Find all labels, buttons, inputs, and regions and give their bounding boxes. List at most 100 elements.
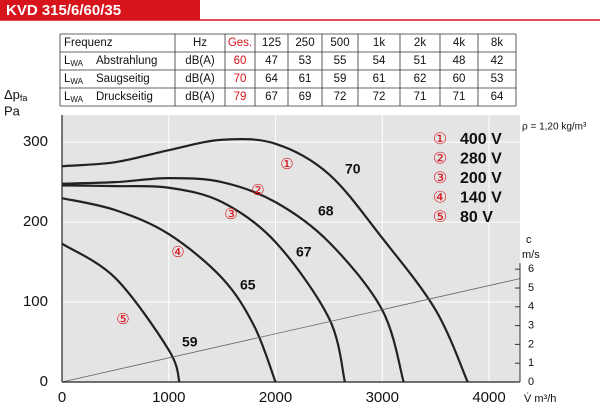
column-header: 250	[295, 37, 314, 49]
annotation: ρ = 1,20 kg/m³	[522, 122, 587, 133]
cell-value: 54	[373, 55, 386, 67]
curve-symbol: ④	[171, 244, 184, 261]
y-tick-label: 100	[23, 293, 48, 310]
cell-value: 64	[491, 91, 504, 103]
x-tick-label: 3000	[366, 389, 399, 406]
cell-value: 72	[334, 91, 347, 103]
plot-area	[62, 115, 520, 382]
cell-value: 60	[234, 55, 247, 67]
text-part: fa	[20, 93, 28, 103]
cell-value: 53	[299, 55, 312, 67]
y2-axis-unit: m/s	[522, 249, 540, 261]
text-part: Δp	[4, 87, 20, 102]
column-header: 4k	[453, 37, 465, 49]
y2-tick-label: 0	[528, 376, 534, 388]
y2-tick-label: 5	[528, 282, 534, 294]
y-tick-label: 300	[23, 133, 48, 150]
velocity-line	[61, 278, 521, 383]
y-axis-unit: Pa	[4, 103, 21, 118]
cell-value: 71	[414, 91, 427, 103]
y2-tick-label: 2	[528, 338, 534, 350]
cell-value: 47	[265, 55, 278, 67]
column-header: 125	[262, 37, 281, 49]
cell-value: 42	[491, 55, 504, 67]
fan-curve	[61, 177, 405, 383]
x-tick-label: 1000	[152, 389, 185, 406]
y2-tick-label: 1	[528, 357, 534, 369]
legend-symbol: ②	[433, 151, 447, 168]
cell-value: 60	[453, 73, 466, 85]
fan-curve	[61, 137, 469, 383]
cell-value: 79	[234, 91, 247, 103]
legend-symbol: ⑤	[433, 209, 447, 226]
y-tick-label: 200	[23, 213, 48, 230]
cell-value: 61	[373, 73, 386, 85]
column-header: 8k	[491, 37, 503, 49]
curve-symbol: ⑤	[116, 311, 129, 328]
column-header: Frequenz	[64, 37, 113, 49]
cell-value: 71	[453, 91, 466, 103]
row-unit: dB(A)	[185, 55, 215, 67]
y-tick-label: 0	[40, 373, 48, 390]
cell-value: 67	[265, 91, 278, 103]
x-axis-label: V̇ m³/h	[524, 392, 556, 405]
row-name: Druckseitig	[96, 91, 153, 103]
title-bar	[0, 0, 200, 20]
row-name: Saugseitig	[96, 73, 150, 85]
cell-value: 69	[299, 91, 312, 103]
curve-label: 70	[345, 161, 361, 177]
y-axis-label: Δpfa	[4, 87, 27, 103]
row-unit: dB(A)	[185, 91, 215, 103]
row-name: Abstrahlung	[96, 55, 157, 67]
fan-curve	[61, 242, 181, 383]
text-part: L	[64, 91, 71, 103]
x-tick-label: 0	[58, 389, 66, 406]
curve-label: 67	[296, 244, 312, 260]
cell-value: 51	[414, 55, 427, 67]
legend-symbol: ③	[433, 170, 447, 187]
curve-symbol: ②	[251, 182, 264, 199]
text-part: WA	[70, 59, 83, 68]
y2-tick-label: 4	[528, 301, 534, 313]
y2-axis-label: c	[526, 234, 532, 246]
row-quantity: LWA	[64, 55, 84, 68]
cell-value: 53	[491, 73, 504, 85]
curve-label: 65	[240, 277, 256, 293]
x-tick-label: 4000	[472, 389, 505, 406]
column-header: Ges.	[228, 37, 252, 49]
cell-value: 72	[373, 91, 386, 103]
cell-value: 70	[234, 73, 247, 85]
curve-symbol: ①	[280, 156, 293, 173]
text-part: L	[64, 55, 71, 67]
cell-value: 62	[414, 73, 427, 85]
legend-label: 140 V	[460, 190, 502, 207]
legend-symbol: ④	[433, 190, 447, 207]
cell-value: 59	[334, 73, 347, 85]
legend-symbol: ①	[433, 131, 447, 148]
fan-curve	[61, 184, 346, 383]
row-quantity: LWA	[64, 73, 84, 86]
cell-value: 55	[334, 55, 347, 67]
row-unit: dB(A)	[185, 73, 215, 85]
text-part: L	[64, 73, 71, 85]
curve-label: 59	[182, 334, 198, 350]
column-header: 2k	[414, 37, 426, 49]
y2-tick-label: 3	[528, 319, 534, 331]
column-header: 1k	[373, 37, 385, 49]
title: KVD 315/6/60/35	[6, 2, 121, 19]
row-quantity: LWA	[64, 91, 84, 104]
column-header: Hz	[193, 37, 207, 49]
legend-label: 80 V	[460, 209, 493, 226]
legend-label: 280 V	[460, 151, 502, 168]
legend-label: 400 V	[460, 131, 502, 148]
curve-label: 68	[318, 203, 334, 219]
cell-value: 48	[453, 55, 466, 67]
legend-label: 200 V	[460, 170, 502, 187]
cell-value: 64	[265, 73, 278, 85]
text-part: WA	[70, 95, 83, 104]
curve-symbol: ③	[224, 206, 237, 223]
y2-tick-label: 6	[528, 263, 534, 275]
text-part: WA	[70, 77, 83, 86]
